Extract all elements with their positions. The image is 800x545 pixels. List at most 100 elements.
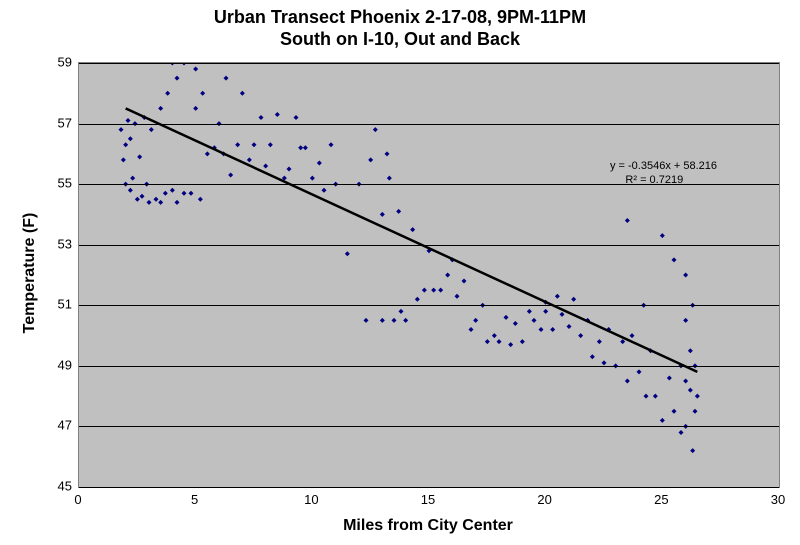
data-point — [240, 91, 245, 96]
data-point — [492, 333, 497, 338]
data-point — [123, 142, 128, 147]
data-point — [431, 288, 436, 293]
x-tick-label: 10 — [304, 492, 318, 507]
data-point — [175, 76, 180, 81]
data-point — [259, 115, 264, 120]
data-point — [298, 145, 303, 150]
data-point — [154, 197, 159, 202]
data-point — [532, 318, 537, 323]
data-point — [567, 324, 572, 329]
data-point — [198, 197, 203, 202]
data-point — [140, 194, 145, 199]
gridline — [79, 63, 779, 64]
data-point — [690, 448, 695, 453]
y-axis-label: Temperature (F) — [21, 203, 39, 343]
data-point — [469, 327, 474, 332]
title-line-1: Urban Transect Phoenix 2-17-08, 9PM-11PM — [214, 7, 586, 27]
data-point — [644, 394, 649, 399]
data-point — [317, 160, 322, 165]
data-point — [410, 227, 415, 232]
data-point — [247, 157, 252, 162]
data-point — [287, 167, 292, 172]
y-tick-label: 51 — [48, 297, 72, 312]
data-point — [399, 309, 404, 314]
data-point — [637, 369, 642, 374]
data-point — [119, 127, 124, 132]
data-point — [513, 321, 518, 326]
data-point — [555, 294, 560, 299]
data-point — [387, 176, 392, 181]
x-tick-label: 0 — [74, 492, 81, 507]
data-point — [268, 142, 273, 147]
chart-title: Urban Transect Phoenix 2-17-08, 9PM-11PM… — [0, 6, 800, 50]
data-point — [683, 318, 688, 323]
data-point — [620, 339, 625, 344]
gridline — [79, 487, 779, 488]
y-tick-label: 45 — [48, 479, 72, 494]
data-point — [683, 379, 688, 384]
data-point — [128, 188, 133, 193]
y-tick-label: 47 — [48, 418, 72, 433]
x-tick-label: 30 — [771, 492, 785, 507]
data-point — [504, 315, 509, 320]
data-point — [126, 118, 131, 123]
data-point — [539, 327, 544, 332]
data-point — [329, 142, 334, 147]
gridline — [79, 366, 779, 367]
data-point — [165, 91, 170, 96]
y-tick-label: 57 — [48, 115, 72, 130]
data-point — [158, 200, 163, 205]
data-point — [121, 157, 126, 162]
data-point — [688, 348, 693, 353]
data-point — [625, 218, 630, 223]
data-point — [368, 157, 373, 162]
gridline — [79, 124, 779, 125]
data-point — [380, 318, 385, 323]
scatter-chart: Urban Transect Phoenix 2-17-08, 9PM-11PM… — [0, 0, 800, 545]
data-point — [170, 188, 175, 193]
data-point — [679, 430, 684, 435]
data-point — [660, 233, 665, 238]
data-point — [182, 191, 187, 196]
data-point — [205, 151, 210, 156]
data-point — [667, 375, 672, 380]
data-point — [485, 339, 490, 344]
y-tick-label: 55 — [48, 176, 72, 191]
data-point — [163, 191, 168, 196]
equation-line-1: y = -0.3546x + 58.216 — [610, 160, 717, 172]
data-point — [550, 327, 555, 332]
data-point — [688, 388, 693, 393]
data-point — [497, 339, 502, 344]
gridline — [79, 426, 779, 427]
data-point — [263, 163, 268, 168]
data-point — [508, 342, 513, 347]
data-point — [560, 312, 565, 317]
data-point — [630, 333, 635, 338]
title-line-2: South on I-10, Out and Back — [280, 29, 520, 49]
x-tick-label: 15 — [421, 492, 435, 507]
data-point — [392, 318, 397, 323]
plot-svg — [79, 63, 779, 487]
gridline — [79, 245, 779, 246]
data-point — [571, 297, 576, 302]
gridline — [79, 184, 779, 185]
data-point — [373, 127, 378, 132]
data-point — [303, 145, 308, 150]
data-point — [128, 136, 133, 141]
data-point — [578, 333, 583, 338]
data-point — [695, 394, 700, 399]
data-point — [193, 67, 198, 72]
data-point — [527, 309, 532, 314]
data-point — [380, 212, 385, 217]
data-point — [200, 91, 205, 96]
plot-area: y = -0.3546x + 58.216R² = 0.7219 — [78, 62, 780, 488]
data-point — [403, 318, 408, 323]
x-tick-label: 25 — [654, 492, 668, 507]
data-point — [135, 197, 140, 202]
data-point — [625, 379, 630, 384]
data-point — [189, 191, 194, 196]
data-point — [224, 76, 229, 81]
x-axis-label: Miles from City Center — [78, 517, 778, 535]
data-point — [455, 294, 460, 299]
data-point — [345, 251, 350, 256]
